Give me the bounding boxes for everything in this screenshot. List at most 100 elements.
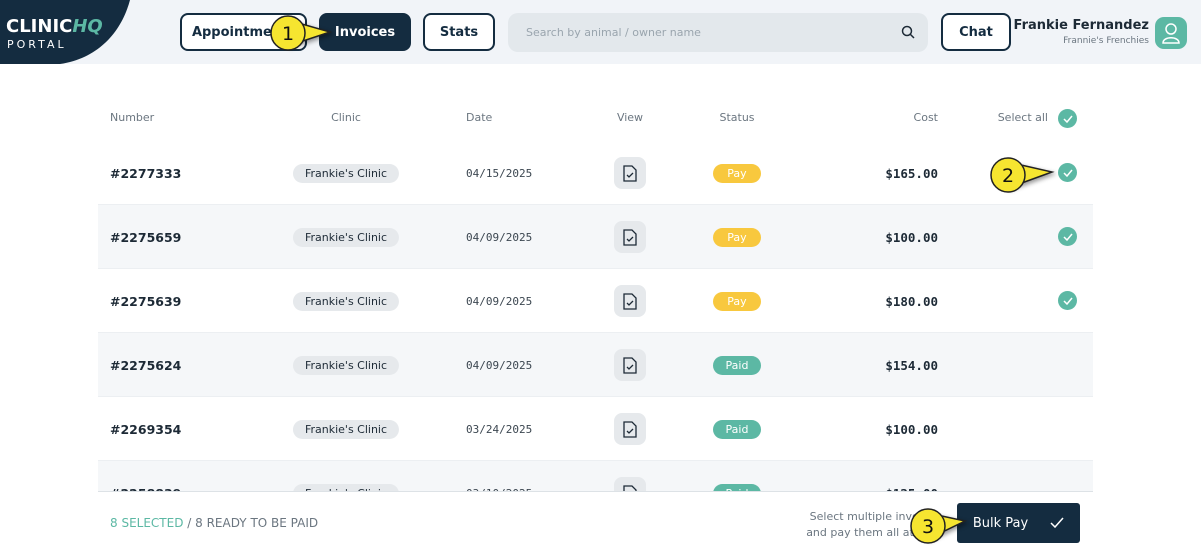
check-icon xyxy=(1062,233,1073,241)
nav-stats[interactable]: Stats xyxy=(423,13,495,51)
table-body: #2277333 Frankie's Clinic 04/15/2025 Pay $16… xyxy=(0,141,1201,491)
view-button[interactable] xyxy=(614,221,646,253)
search-icon xyxy=(901,25,915,39)
view-button[interactable] xyxy=(614,477,646,491)
clinic-pill: Frankie's Clinic xyxy=(292,163,400,183)
cell: Frankie's Clinic xyxy=(292,461,400,491)
status-badge: Paid xyxy=(713,355,761,375)
status-badge: Pay xyxy=(713,291,761,311)
bulk-pay-label: Bulk Pay xyxy=(972,515,1029,531)
date: 04/09/2025 xyxy=(466,230,533,244)
table-row: #2277333 Frankie's Clinic 04/15/2025 Pay $16… xyxy=(98,141,1093,205)
logo: CLINICHQ PORTAL xyxy=(0,0,130,64)
logo-brand: CLINIC xyxy=(6,16,72,37)
check-icon xyxy=(1062,169,1073,177)
cell: Pay xyxy=(713,205,761,269)
cell: #2277333 xyxy=(110,165,182,181)
ready-count: / 8 READY TO BE PAID xyxy=(187,516,319,530)
table-row: #2269354 Frankie's Clinic 03/24/2025 Paid $1… xyxy=(98,397,1093,461)
checkbox[interactable] xyxy=(1058,291,1077,310)
cost: $154.00 xyxy=(885,357,938,373)
user-org: Frannie's Frenchies xyxy=(1063,36,1149,46)
bulk-pay-button[interactable]: Bulk Pay xyxy=(957,503,1080,543)
view-button[interactable] xyxy=(614,157,646,189)
hint-line: and pay them all at once xyxy=(806,526,944,539)
date: 03/24/2025 xyxy=(466,422,533,436)
nav-invoices[interactable]: Invoices xyxy=(319,13,411,51)
cost: $100.00 xyxy=(885,421,938,437)
table-row: #2258839 Frankie's Clinic 03/10/2025 Paid $1… xyxy=(98,461,1093,491)
view-button[interactable] xyxy=(614,285,646,317)
footer-status: 8 SELECTED / 8 READY TO BE PAID xyxy=(110,516,318,530)
hint-line: Select multiple invoices xyxy=(809,510,941,523)
nav-appointments[interactable]: Appointments xyxy=(180,13,307,51)
user-name: Frankie Fernandez xyxy=(1013,18,1149,33)
logo-accent: HQ xyxy=(72,16,102,37)
status-badge: Pay xyxy=(713,163,761,183)
check-icon xyxy=(1062,297,1073,305)
cell: Pay xyxy=(713,269,761,333)
cell: Pay xyxy=(713,141,761,205)
clinic-pill: Frankie's Clinic xyxy=(292,291,400,311)
cell: #2275659 xyxy=(110,229,182,245)
cell: #2269354 xyxy=(110,421,182,437)
search[interactable]: Search by animal / owner name xyxy=(508,13,928,52)
column-header: Status xyxy=(719,111,755,124)
cell: #2258839 xyxy=(110,461,181,492)
column-header: View xyxy=(616,111,644,124)
document-icon xyxy=(623,484,637,491)
checkbox[interactable] xyxy=(1058,109,1077,128)
document-icon xyxy=(623,420,637,438)
chat-button[interactable]: Chat xyxy=(941,13,1011,51)
cell: Frankie's Clinic xyxy=(292,205,400,269)
cell: Frankie's Clinic xyxy=(292,141,400,205)
cell: Frankie's Clinic xyxy=(292,269,400,333)
date: 04/15/2025 xyxy=(466,166,533,180)
cell: Paid xyxy=(713,397,761,461)
avatar[interactable] xyxy=(1155,17,1187,49)
clinic-pill: Frankie's Clinic xyxy=(292,355,400,375)
view-button[interactable] xyxy=(614,413,646,445)
cell: #2275639 xyxy=(110,293,182,309)
document-icon xyxy=(623,356,637,374)
date: 03/10/2025 xyxy=(466,461,532,492)
cost: $165.00 xyxy=(885,165,938,181)
table-row: #2275624 Frankie's Clinic 04/09/2025 Paid $1… xyxy=(98,333,1093,397)
clinic-pill: Frankie's Clinic xyxy=(292,483,400,491)
selected-count: 8 SELECTED xyxy=(110,516,184,530)
status-badge: Paid xyxy=(713,483,761,491)
svg-text:CLINICHQ: CLINICHQ xyxy=(6,16,103,37)
status-badge: Paid xyxy=(713,419,761,439)
checkbox[interactable] xyxy=(1058,163,1077,182)
view-button[interactable] xyxy=(614,349,646,381)
cost: $180.00 xyxy=(885,293,938,309)
status-badge: Pay xyxy=(713,227,761,247)
cell: Paid xyxy=(713,461,761,491)
table-row: #2275659 Frankie's Clinic 04/09/2025 Pay $10… xyxy=(98,205,1093,269)
cell: Frankie's Clinic xyxy=(292,333,400,397)
check-icon xyxy=(1050,517,1064,529)
date: 04/09/2025 xyxy=(466,294,533,308)
logo-sub: PORTAL xyxy=(7,38,67,51)
search-placeholder: Search by animal / owner name xyxy=(526,26,701,39)
document-icon xyxy=(623,292,637,310)
cost: $125.00 xyxy=(885,461,938,492)
column-header: Date xyxy=(466,111,493,124)
cell: Frankie's Clinic xyxy=(292,397,400,461)
cost: $100.00 xyxy=(885,229,938,245)
footer-divider xyxy=(98,491,1093,492)
footer-hint: Select multiple invoices and pay them all… xyxy=(800,509,950,541)
column-header: Clinic xyxy=(331,111,361,124)
column-header: Cost xyxy=(913,111,938,124)
checkbox[interactable] xyxy=(1058,227,1077,246)
cell: Paid xyxy=(713,333,761,397)
clinic-pill: Frankie's Clinic xyxy=(292,227,400,247)
check-icon xyxy=(1062,115,1073,123)
date: 04/09/2025 xyxy=(466,358,533,372)
user: Frankie Fernandez Frannie's Frenchies xyxy=(1014,18,1149,46)
column-header: Number xyxy=(110,111,155,124)
document-icon xyxy=(623,228,637,246)
clinic-pill: Frankie's Clinic xyxy=(292,419,400,439)
column-header: Select all xyxy=(997,111,1048,124)
